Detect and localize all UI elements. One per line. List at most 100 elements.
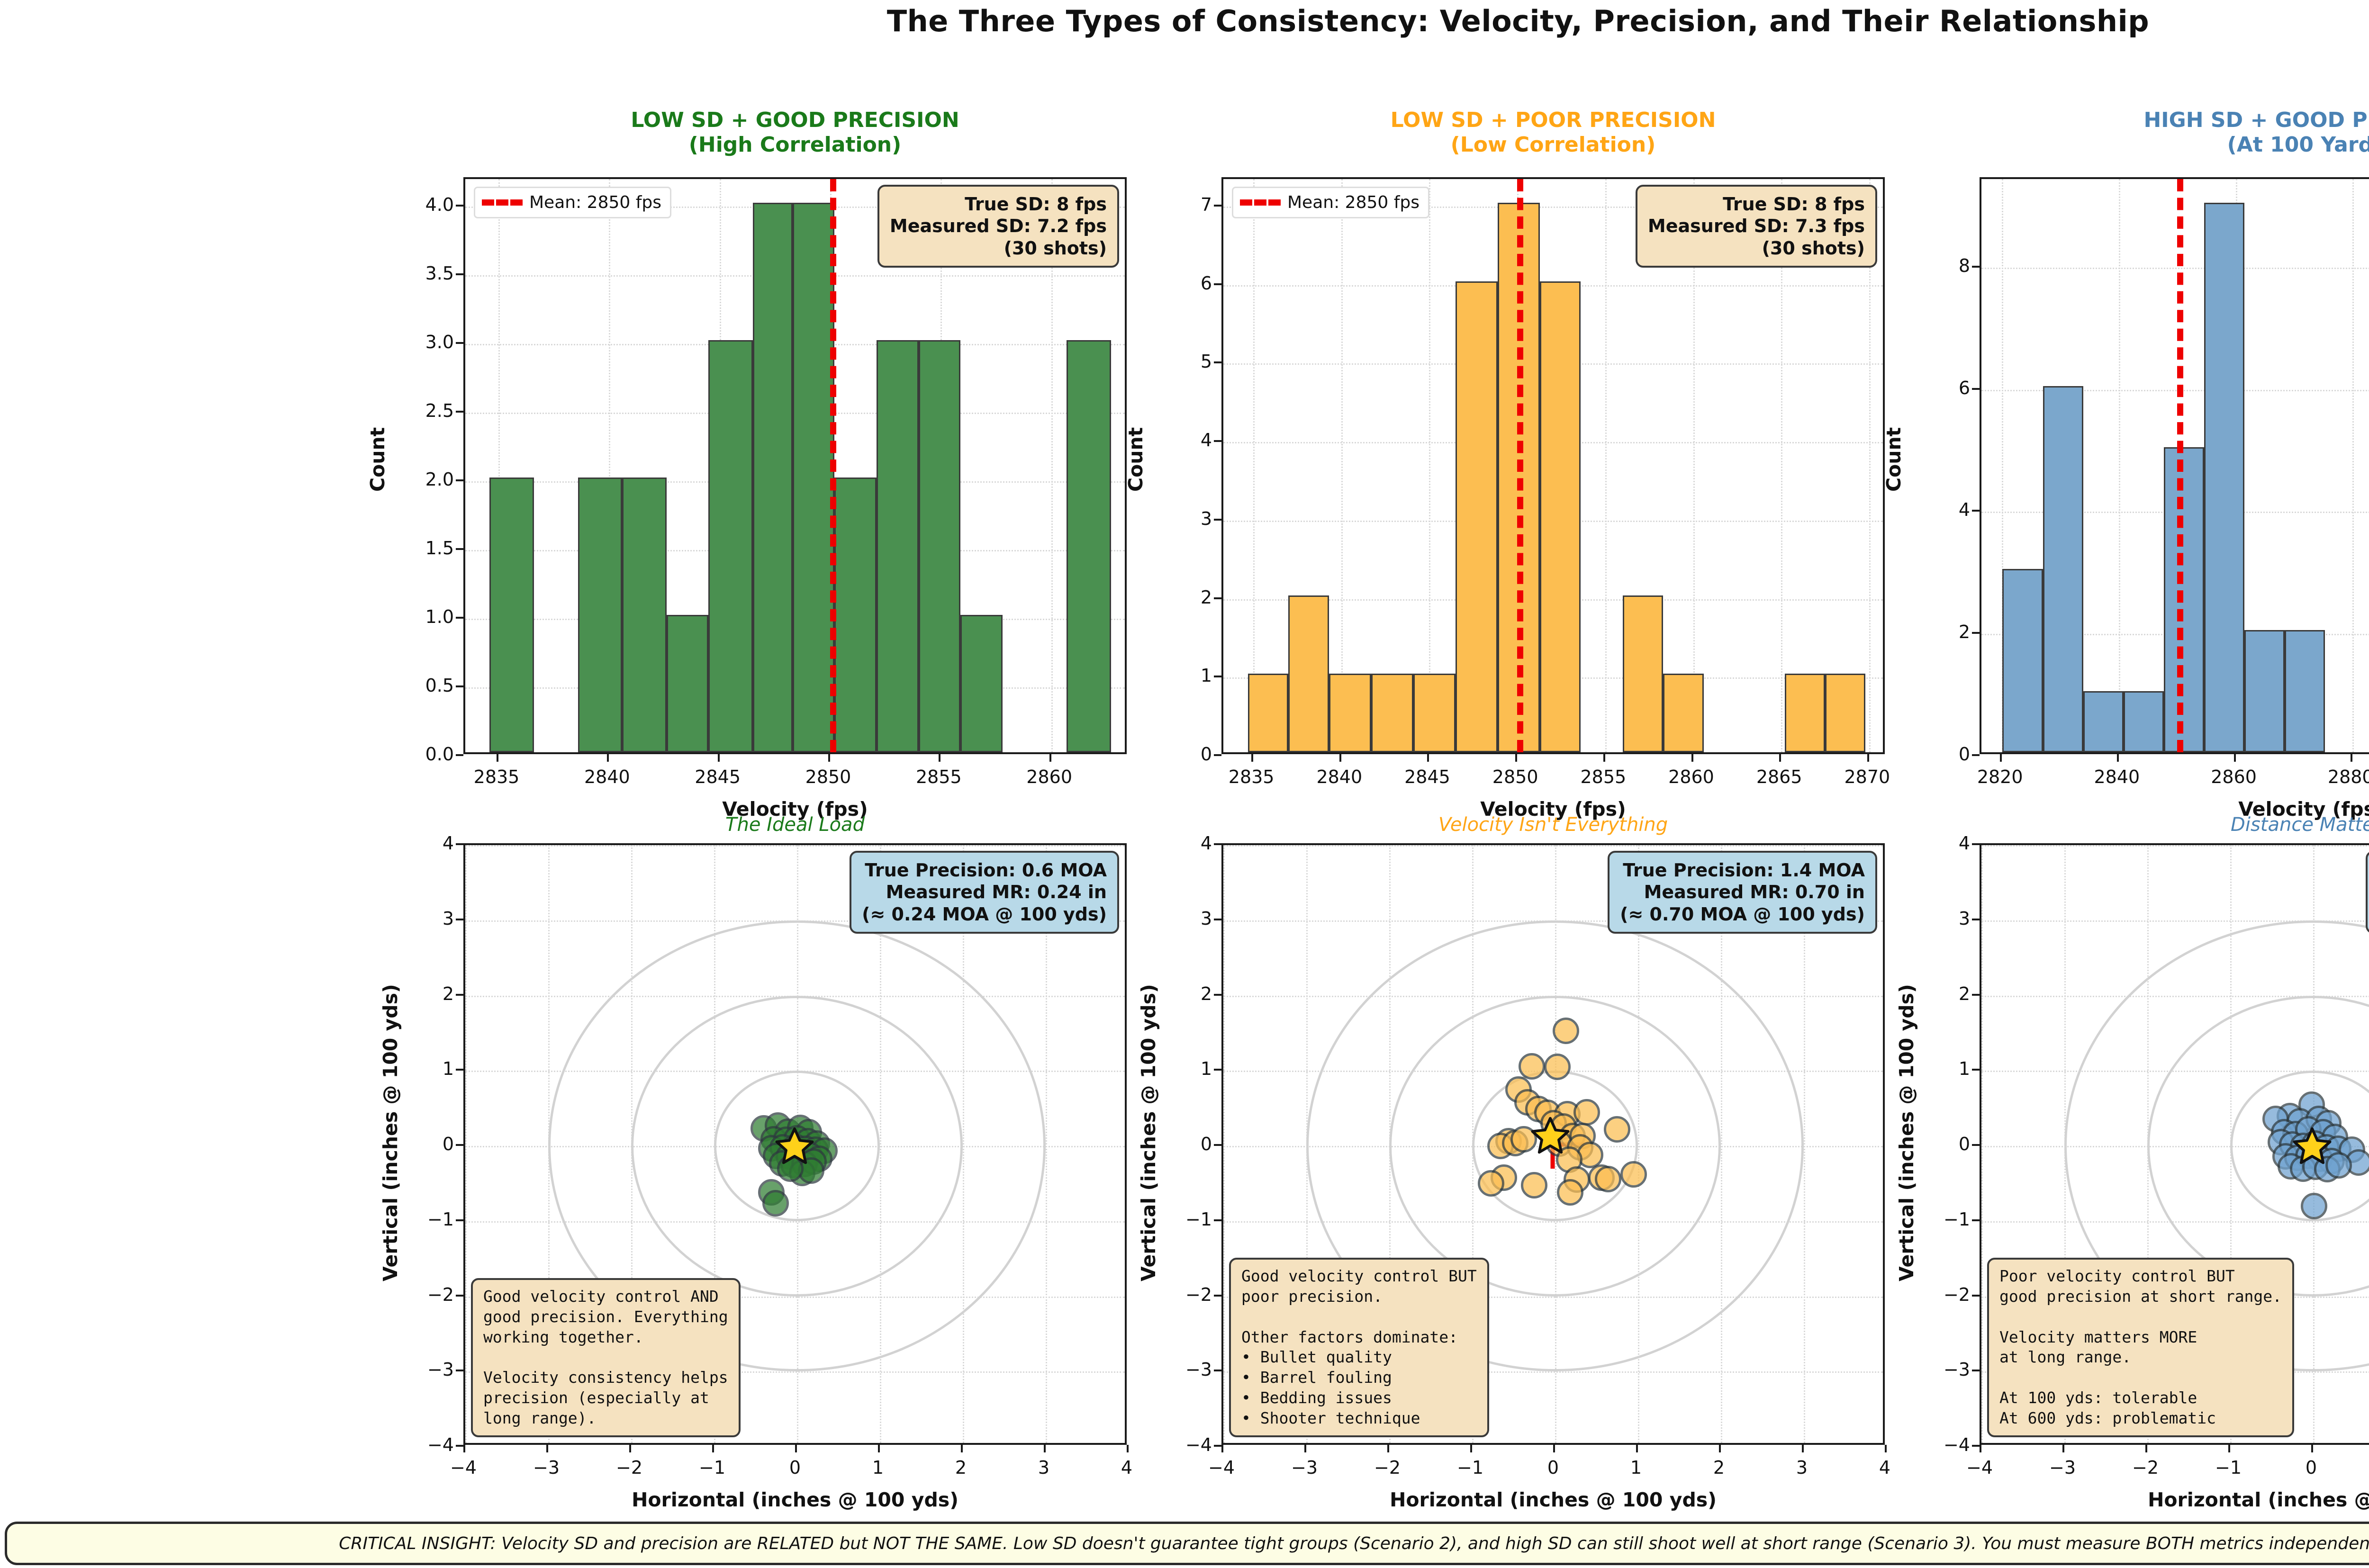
x-tick-label: −1: [698, 1457, 726, 1478]
scatter-subtitle-scenario-2: Velocity Isn't Everything: [1438, 814, 1668, 836]
y-tick-label: 3: [1200, 508, 1212, 529]
y-tick: [1972, 993, 1980, 996]
y-tick: [456, 479, 463, 481]
x-tick-label: 0: [1547, 1457, 1559, 1478]
y-tick: [1214, 597, 1221, 599]
x-tick-label: 2850: [1492, 766, 1538, 787]
mean-line: [2177, 179, 2184, 752]
y-tick-label: 6: [1200, 272, 1212, 294]
histogram-bar: [666, 615, 709, 752]
histogram-bar: [708, 340, 753, 752]
y-tick-label: 8: [1958, 255, 1970, 276]
histogram-bar: [960, 615, 1003, 752]
histogram-bar: [2123, 691, 2164, 752]
y-tick-label: 0: [442, 1134, 454, 1154]
histogram-bar: [1622, 595, 1664, 752]
x-tick-label: −1: [2215, 1457, 2242, 1478]
histogram-bar: [1784, 674, 1826, 752]
y-tick: [1972, 265, 1980, 268]
x-tick: [1867, 754, 1869, 762]
y-tick: [456, 754, 463, 756]
y-tick-label: −1: [427, 1208, 454, 1230]
y-tick-label: −1: [1943, 1208, 1970, 1230]
y-tick: [1214, 361, 1221, 364]
x-tick: [1603, 754, 1605, 762]
histogram-bar: [1540, 281, 1581, 752]
x-tick-label: 2860: [1026, 766, 1073, 787]
y-tick: [1972, 754, 1980, 756]
y-tick-label: 1: [1958, 1058, 1970, 1080]
histogram-bar: [2204, 203, 2245, 752]
gridline-horizontal: [465, 1371, 1125, 1373]
y-tick-label: 2: [442, 983, 454, 1004]
shot-point: [1556, 1179, 1583, 1206]
panel-title-scenario-2: LOW SD + POOR PRECISION (Low Correlation): [1103, 108, 2003, 157]
x-tick: [961, 1445, 963, 1452]
y-tick-label: 4: [1958, 499, 1970, 521]
y-tick-label: −3: [427, 1359, 454, 1380]
precision-stats-box-scenario-1: True Precision: 0.6 MOA Measured MR: 0.2…: [850, 851, 1119, 934]
group-center-star-icon: [774, 1126, 815, 1169]
plot-area: [1223, 845, 1883, 1443]
panel-scenario-1-histogram: LOW SD + GOOD PRECISION (High Correlation…: [366, 108, 1127, 820]
x-axis-label: Horizontal (inches @ 100 yds): [2148, 1488, 2369, 1511]
x-tick-label: 0: [789, 1457, 801, 1478]
x-axis-label: Horizontal (inches @ 100 yds): [1390, 1488, 1717, 1511]
histogram-bar: [1288, 595, 1329, 752]
y-tick: [1214, 1294, 1221, 1297]
histogram-bar: [1825, 674, 1866, 752]
histogram-bar: [1456, 281, 1498, 752]
x-tick-label: 1: [1630, 1457, 1642, 1478]
y-tick: [456, 993, 463, 996]
y-tick-label: 4: [1200, 430, 1212, 451]
precision-stats-box-scenario-2: True Precision: 1.4 MOA Measured MR: 0.7…: [1608, 851, 1877, 934]
y-tick: [456, 1370, 463, 1372]
y-tick: [456, 1069, 463, 1071]
gridline-horizontal: [465, 845, 1125, 847]
shot-point: [1573, 1099, 1600, 1126]
x-tick: [878, 1445, 880, 1452]
y-tick-label: −2: [1185, 1284, 1212, 1305]
x-tick: [1636, 1445, 1638, 1452]
y-tick: [1972, 632, 1980, 634]
shot-point: [2325, 1152, 2352, 1179]
gridline-vertical: [1693, 179, 1695, 752]
gridline-horizontal: [1223, 845, 1883, 847]
gridline-vertical: [1781, 179, 1783, 752]
histogram-bar: [622, 478, 667, 752]
x-tick-label: 2840: [584, 766, 630, 787]
x-tick: [1044, 1445, 1046, 1452]
y-tick: [1214, 843, 1221, 845]
y-tick-label: 0: [1958, 744, 1970, 765]
y-tick-label: 1.5: [425, 538, 454, 559]
y-tick: [1214, 993, 1221, 996]
gridline-vertical: [1341, 179, 1343, 752]
panel-title-line1: LOW SD + POOR PRECISION: [1390, 108, 1716, 132]
shot-point: [1544, 1054, 1571, 1081]
scenario-note-box-scenario-1: Good velocity control AND good precision…: [471, 1278, 741, 1437]
x-tick-label: −2: [1374, 1457, 1401, 1478]
x-tick-label: −3: [1291, 1457, 1318, 1478]
critical-insight-text: CRITICAL INSIGHT: Velocity SD and precis…: [339, 1533, 2369, 1553]
histogram-bar: [918, 340, 961, 752]
x-tick: [1251, 754, 1254, 762]
y-tick-label: −3: [1185, 1359, 1212, 1380]
x-tick: [497, 754, 498, 762]
y-tick-label: 4: [442, 833, 454, 854]
x-tick: [939, 754, 941, 762]
y-tick-label: 4.0: [425, 194, 454, 215]
shot-point: [1604, 1116, 1631, 1143]
y-tick-label: 2: [1200, 586, 1212, 608]
mean-legend-scenario-1[interactable]: Mean: 2850 fps: [474, 187, 671, 218]
x-tick: [1470, 1445, 1472, 1452]
x-tick: [2228, 1445, 2230, 1452]
mean-legend-label: Mean: 2850 fps: [1287, 193, 1420, 212]
y-tick: [456, 411, 463, 413]
mean-legend-scenario-2[interactable]: Mean: 2850 fps: [1232, 187, 1429, 218]
gridline-horizontal: [1981, 389, 2369, 391]
x-tick: [2000, 754, 2002, 762]
x-tick: [1127, 1445, 1129, 1452]
y-tick-label: 2.5: [425, 400, 454, 421]
x-axis-label: Velocity (fps): [722, 798, 868, 820]
y-tick: [1214, 1144, 1221, 1146]
